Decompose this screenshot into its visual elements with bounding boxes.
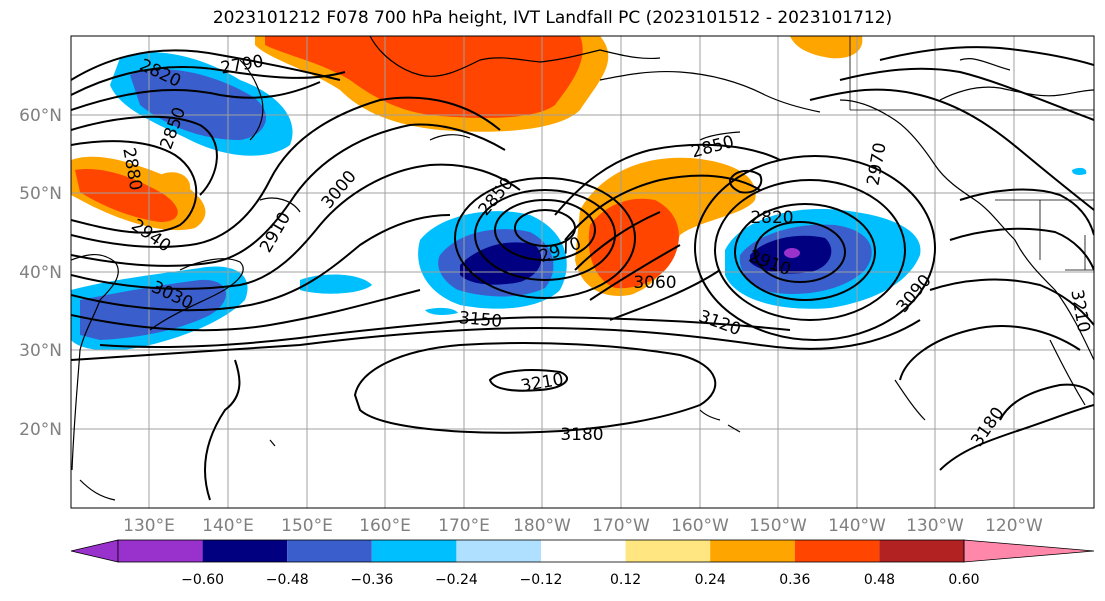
colorbar-tick-label: −0.60 xyxy=(181,572,224,588)
colorbar-ticks: −0.60 −0.48 −0.36 −0.24 −0.12 0.12 0.24 … xyxy=(181,572,979,588)
latitude-label: 60°N xyxy=(19,106,62,126)
longitude-label: 150°W xyxy=(749,516,807,536)
negative-anomaly-east-pacific xyxy=(425,307,458,315)
colorbar-segment xyxy=(456,540,541,562)
colorbar-segment xyxy=(710,540,795,562)
shading-layer xyxy=(71,36,1087,351)
longitude-axis: 130°E 140°E 150°E 160°E 170°E 180°W 170°… xyxy=(123,516,1043,536)
colorbar-tick-label: −0.24 xyxy=(435,572,478,588)
negative-anomaly-north-core xyxy=(130,69,267,140)
colorbar: −0.60 −0.48 −0.36 −0.24 −0.12 0.12 0.24 … xyxy=(70,539,1095,588)
colorbar-tick-label: 0.48 xyxy=(864,572,895,588)
positive-anomaly-west-small xyxy=(160,172,191,195)
map-frame xyxy=(70,35,1095,509)
longitude-label: 170°W xyxy=(592,516,650,536)
longitude-label: 140°E xyxy=(202,516,254,536)
latitude-label: 30°N xyxy=(19,341,62,361)
positive-anomaly-northeast xyxy=(790,36,863,59)
longitude-label: 170°E xyxy=(438,516,490,536)
colorbar-tick-label: 0.36 xyxy=(779,572,810,588)
latitude-axis: 60°N 50°N 40°N 30°N 20°N xyxy=(19,106,62,440)
latitude-label: 50°N xyxy=(19,184,62,204)
colorbar-tick-label: −0.36 xyxy=(350,572,393,588)
map-title: 2023101212 F078 700 hPa height, IVT Land… xyxy=(212,8,893,28)
colorbar-tick-label: −0.12 xyxy=(520,572,563,588)
longitude-label: 140°W xyxy=(828,516,886,536)
negative-anomaly-west-coast xyxy=(1072,167,1087,175)
coastlines xyxy=(71,36,1094,501)
longitude-label: 150°E xyxy=(281,516,333,536)
longitude-label: 180°W xyxy=(513,516,571,536)
contour-label: 3060 xyxy=(633,273,676,293)
political-borders xyxy=(849,36,1094,271)
height-contours xyxy=(71,46,1094,501)
map-panel: 2820 2790 2850 2880 2910 2940 3000 3030 … xyxy=(71,36,1094,508)
latitude-label: 20°N xyxy=(19,420,62,440)
positive-anomaly-bering-core xyxy=(265,36,583,118)
colorbar-tick-label: 0.24 xyxy=(695,572,726,588)
colorbar-segment xyxy=(794,540,880,562)
contour-label: 2820 xyxy=(750,208,793,228)
colorbar-segment xyxy=(625,540,711,562)
colorbar-frame xyxy=(117,539,965,563)
colorbar-segment xyxy=(541,540,626,562)
colorbar-segment xyxy=(118,540,203,562)
negative-anomaly-small xyxy=(300,274,372,294)
colorbar-segment xyxy=(879,540,964,562)
colorbar-segment xyxy=(371,540,457,562)
negative-anomaly-japan-core xyxy=(80,279,227,340)
colorbar-max-extend xyxy=(963,539,1095,563)
longitude-label: 130°E xyxy=(123,516,175,536)
contour-label: 3150 xyxy=(458,308,503,332)
colorbar-min-extend xyxy=(70,539,119,563)
colorbar-tick-label: 0.12 xyxy=(610,572,641,588)
colorbar-segment xyxy=(202,540,288,562)
colorbar-tick-label: −0.48 xyxy=(266,572,309,588)
contour-label: 3180 xyxy=(560,425,603,445)
longitude-label: 120°W xyxy=(985,516,1043,536)
colorbar-segment xyxy=(287,540,372,562)
longitude-label: 130°W xyxy=(906,516,964,536)
longitude-label: 160°W xyxy=(671,516,729,536)
positive-anomaly-west-core xyxy=(75,169,178,222)
negative-anomaly-gulf-of-alaska-peak xyxy=(784,248,800,258)
colorbar-tick-label: 0.60 xyxy=(948,572,979,588)
longitude-label: 160°E xyxy=(359,516,411,536)
latitude-label: 40°N xyxy=(19,263,62,283)
